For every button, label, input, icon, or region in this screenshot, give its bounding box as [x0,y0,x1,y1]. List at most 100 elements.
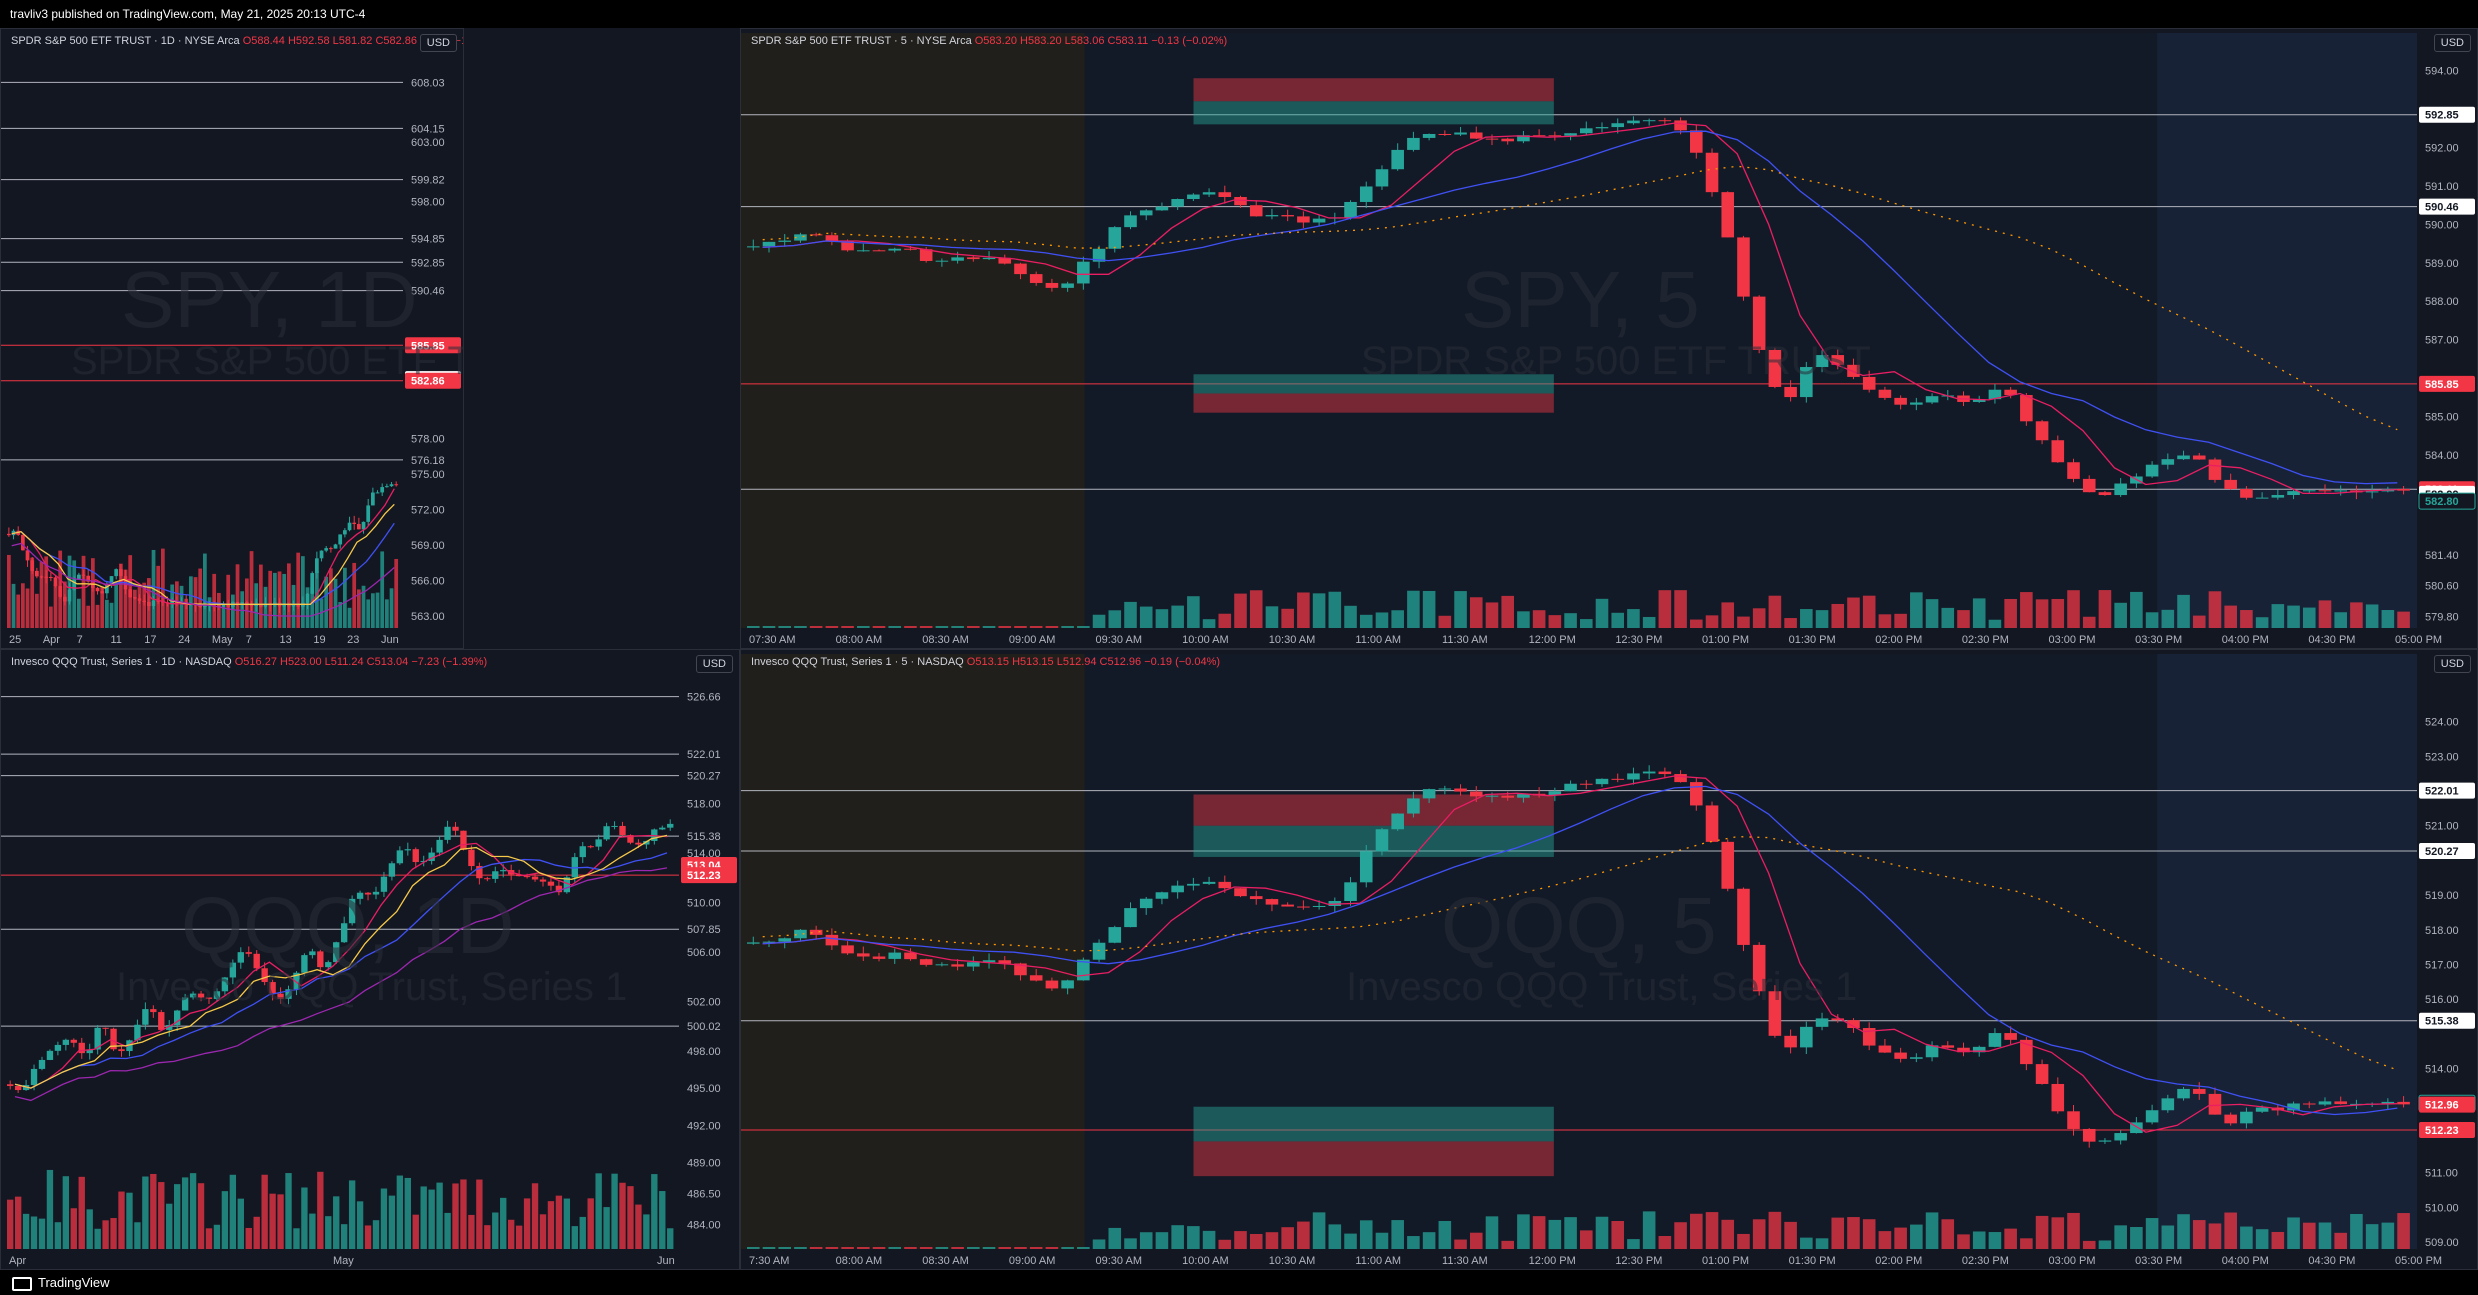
time-tick-label: 10:30 AM [1269,634,1315,646]
volume-bar [319,598,324,628]
volume-bar [794,626,807,628]
afterhours-shade [2157,654,2417,1249]
time-tick-label: May [212,634,233,646]
symbol-legend[interactable]: SPDR S&P 500 ETF TRUST · 1D · NYSE Arca … [11,35,463,47]
supply-demand-zone [1193,1141,1554,1177]
volume-bar [1847,1217,1860,1249]
price-tick-label: 590.00 [2425,219,2459,231]
price-tick-label: 515.38 [687,831,721,843]
volume-bar [1029,1247,1043,1249]
volume-bar [857,626,870,628]
time-axis [1,1249,739,1269]
volume-bar [231,594,235,628]
symbol-legend[interactable]: Invesco QQQ Trust, Series 1 · 5 · NASDAQ… [751,656,1220,668]
chart-canvas[interactable]: 608.03 604.15 603.00 599.82 598.00 594.85 592.… [1,29,464,649]
volume-bar [2365,604,2379,628]
volume-bar [1344,605,1357,628]
symbol-legend[interactable]: SPDR S&P 500 ETF TRUST · 5 · NYSE Arca O… [751,35,1227,47]
volume-bar [1422,1232,1436,1249]
volume-bar [134,1222,141,1249]
volume-bar [205,1228,213,1249]
volume-bar [1328,1224,1342,1249]
candle-body [1800,1026,1813,1048]
candle-body [86,575,91,582]
volume-bar [282,573,287,628]
time-tick-label: 10:30 AM [1269,1255,1315,1267]
currency-button[interactable]: USD [2433,655,2471,673]
volume-bar [119,563,123,628]
candle-body [1438,788,1452,790]
candle-body [1218,881,1232,889]
candle-body [1501,795,1514,798]
candle-body [2051,440,2065,463]
time-tick-label: 11:00 AM [1355,634,1401,646]
volume-bar [1485,602,1499,628]
ohlc-close: C582.86 [375,35,418,47]
chart-canvas[interactable]: 594.00 592.85 592.00 591.00 590.46 590.00 589.… [741,29,2478,649]
volume-bar [635,1204,642,1249]
ohlc-high: H583.20 [1020,35,1062,47]
volume-bar [2067,590,2080,628]
volume-bar [547,1201,555,1249]
candle-body [1108,927,1122,943]
price-badge-label: 582.86 [411,376,445,388]
candle-body [1108,227,1122,249]
volume-bar [357,589,361,628]
candle-body [205,997,213,999]
qqq-5m-chart-pane[interactable]: Invesco QQQ Trust, Series 1 · 5 · NASDAQ… [740,649,2478,1270]
candle-body [293,972,300,990]
volume-bar [1359,1220,1373,1249]
candle-body [935,964,949,966]
volume-bar [315,571,319,628]
volume-bar [301,556,305,628]
volume-bar [324,576,329,628]
volume-bar [982,1247,996,1249]
candle-body [1234,888,1247,897]
candle-body [2302,490,2316,492]
candle-body [539,879,547,882]
currency-button[interactable]: USD [2433,34,2471,52]
qqq-daily-chart-pane[interactable]: Invesco QQQ Trust, Series 1 · 1D · NASDA… [0,649,740,1270]
candle-body [285,989,292,999]
volume-bar [1642,616,1656,628]
volume-bar [1910,592,1923,628]
candle-body [1344,201,1357,218]
volume-bar [150,1173,157,1249]
candle-body [484,878,491,880]
candle-body [134,1024,141,1041]
price-tick-label: 521.00 [2425,821,2459,833]
volume-bar [371,593,375,628]
volume-bar [158,1182,165,1249]
ohlc-low: L512.94 [1056,656,1097,668]
candle-body [1564,783,1577,792]
candle-body [982,257,996,260]
candle-body [1029,274,1043,283]
volume-bar [142,1176,149,1249]
currency-button[interactable]: USD [419,34,457,52]
price-tick-label: 576.18 [411,455,445,467]
candle-body [872,956,886,959]
volume-bar [571,1226,578,1249]
time-tick-label: 09:30 AM [1096,1255,1142,1267]
volume-bar [11,583,16,628]
volume-bar [659,1191,666,1249]
ohlc-low: L511.24 [324,656,364,668]
spy-5m-chart-pane[interactable]: SPDR S&P 500 ETF TRUST · 5 · NYSE Arca O… [740,28,2478,649]
volume-bar [333,1196,340,1249]
symbol-legend[interactable]: Invesco QQQ Trust, Series 1 · 1D · NASDA… [11,656,487,668]
time-tick-label: 13 [280,634,292,646]
chart-canvas[interactable]: 526.66522.01520.27518.00515.38514.00513.… [1,650,740,1270]
volume-bar [500,1197,507,1249]
volume-bar [904,1247,917,1249]
price-tick-label: 511.00 [2425,1168,2458,1180]
candle-body [1155,206,1169,211]
candle-body [967,962,980,967]
volume-bar [343,567,347,628]
spy-daily-chart-pane[interactable]: SPDR S&P 500 ETF TRUST · 1D · NYSE Arca … [0,28,464,649]
chart-canvas[interactable]: 524.00 523.00 522.01 521.00 520.27 519.00 518.… [741,650,2478,1270]
volume-bar [762,1247,776,1249]
currency-button[interactable]: USD [695,655,733,673]
volume-bar [142,582,147,628]
volume-bar [2177,1214,2190,1249]
price-tick-label: 510.00 [2425,1202,2459,1214]
